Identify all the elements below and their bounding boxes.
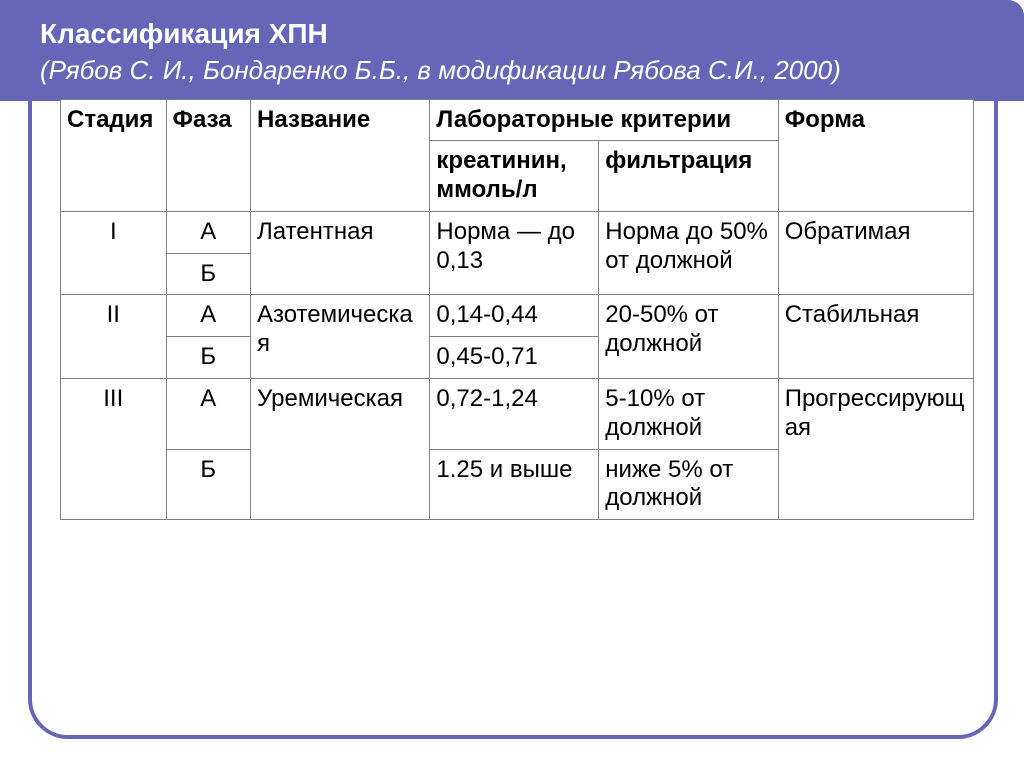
col-name: Название: [250, 99, 429, 211]
slide-subtitle: (Рябов С. И., Бондаренко Б.Б., в модифик…: [40, 54, 984, 87]
cell-fil-3b: ниже 5% от должной: [599, 449, 778, 520]
cell-cre-3b: 1.25 и выше: [430, 449, 599, 520]
cell-cre-2b: 0,45-0,71: [430, 337, 599, 379]
cell-stage-3: III: [61, 379, 167, 520]
cell-fil-2: 20-50% от должной: [599, 295, 778, 379]
cell-form-3: Прогрессирующая: [778, 379, 973, 520]
col-stage: Стадия: [61, 99, 167, 211]
col-phase: Фаза: [166, 99, 250, 211]
col-filtration: фильтрация: [599, 141, 778, 212]
cell-phase-3a: А: [166, 379, 250, 450]
cell-stage-1: I: [61, 211, 167, 295]
table-container: Стадия Фаза Название Лабораторные критер…: [0, 99, 1024, 521]
cell-phase-1a: А: [166, 211, 250, 253]
cell-phase-2b: Б: [166, 337, 250, 379]
cell-cre-1: Норма — до 0,13: [430, 211, 599, 295]
cell-cre-3a: 0,72-1,24: [430, 379, 599, 450]
cell-fil-1: Норма до 50% от должной: [599, 211, 778, 295]
slide-title: Классификация ХПН: [40, 18, 984, 50]
cell-name-1: Латентная: [250, 211, 429, 295]
cell-form-1: Обратимая: [778, 211, 973, 295]
cell-phase-2a: А: [166, 295, 250, 337]
cell-stage-2: II: [61, 295, 167, 379]
cell-phase-1b: Б: [166, 253, 250, 295]
cell-name-2: Азотемическая: [250, 295, 429, 379]
cell-phase-3b: Б: [166, 449, 250, 520]
slide-header: Классификация ХПН (Рябов С. И., Бондарен…: [0, 0, 1024, 101]
col-form: Форма: [778, 99, 973, 211]
cell-cre-2a: 0,14-0,44: [430, 295, 599, 337]
cell-name-3: Уремическая: [250, 379, 429, 520]
col-lab: Лабораторные критерии: [430, 99, 778, 141]
col-creatinine: креатинин, ммоль/л: [430, 141, 599, 212]
classification-table: Стадия Фаза Название Лабораторные критер…: [60, 99, 974, 521]
cell-fil-3a: 5-10% от должной: [599, 379, 778, 450]
cell-form-2: Стабильная: [778, 295, 973, 379]
